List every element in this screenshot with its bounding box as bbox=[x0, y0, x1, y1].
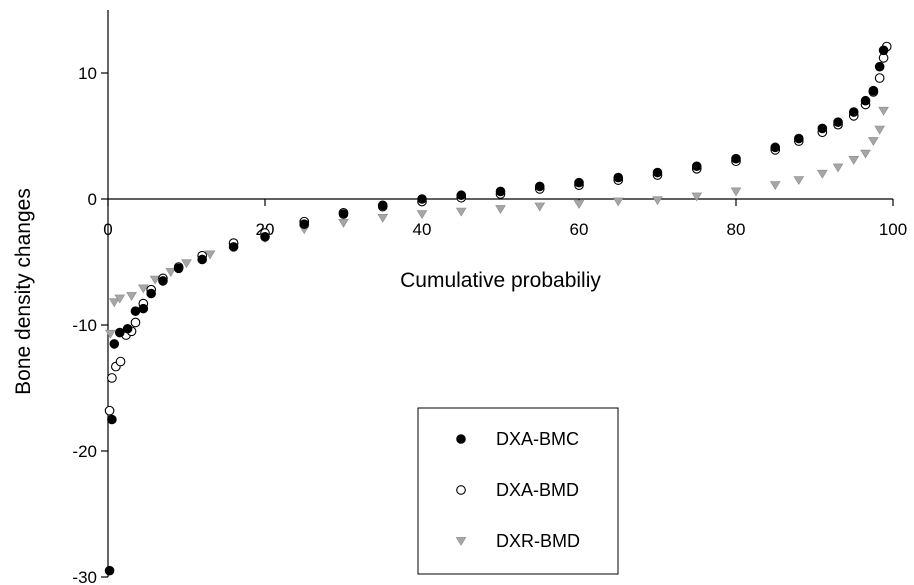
data-point bbox=[115, 356, 126, 367]
data-point bbox=[149, 275, 161, 285]
legend-box bbox=[417, 407, 619, 575]
data-point bbox=[138, 303, 149, 314]
data-point bbox=[126, 292, 137, 301]
data-point bbox=[652, 196, 663, 206]
data-point bbox=[793, 176, 805, 185]
data-point bbox=[338, 209, 349, 219]
data-point bbox=[794, 133, 804, 144]
data-point bbox=[455, 207, 467, 217]
data-point bbox=[868, 137, 879, 146]
data-point bbox=[173, 263, 184, 274]
data-point bbox=[874, 61, 885, 72]
data-point bbox=[416, 210, 428, 220]
data-point bbox=[817, 123, 828, 134]
data-point bbox=[613, 172, 624, 183]
data-point bbox=[848, 107, 859, 117]
data-point bbox=[817, 169, 828, 179]
data-point bbox=[104, 405, 115, 416]
data-point bbox=[105, 329, 116, 339]
legend-label: DXA-BMC bbox=[496, 429, 579, 449]
series-dxa-bmc bbox=[104, 45, 889, 576]
data-point bbox=[612, 197, 624, 207]
x-tick-label: 60 bbox=[570, 220, 589, 239]
data-point bbox=[456, 190, 467, 201]
data-point bbox=[109, 339, 120, 349]
data-point bbox=[130, 306, 141, 316]
y-tick-label: 0 bbox=[88, 190, 97, 209]
data-point bbox=[137, 284, 149, 294]
data-point bbox=[114, 294, 126, 304]
x-tick-label: 100 bbox=[879, 220, 907, 239]
y-tick-label: -20 bbox=[72, 442, 97, 461]
x-tick-label: 0 bbox=[103, 220, 112, 239]
legend-marker bbox=[456, 485, 466, 495]
plot-area bbox=[104, 41, 892, 576]
x-tick-label: 40 bbox=[413, 220, 432, 239]
data-point bbox=[534, 181, 545, 192]
data-point bbox=[769, 181, 781, 191]
data-point bbox=[338, 219, 349, 228]
data-point bbox=[299, 219, 310, 229]
data-point bbox=[574, 177, 584, 188]
data-point bbox=[770, 142, 781, 153]
data-point bbox=[691, 161, 702, 172]
data-point bbox=[204, 250, 216, 260]
data-point bbox=[495, 186, 506, 197]
y-tick-label: -30 bbox=[72, 568, 97, 585]
data-point bbox=[377, 214, 389, 223]
legend-marker bbox=[455, 537, 467, 546]
data-point bbox=[228, 242, 239, 252]
series-dxr-bmd bbox=[105, 106, 889, 339]
data-point bbox=[197, 254, 207, 265]
legend-marker bbox=[456, 434, 466, 444]
data-point bbox=[146, 288, 156, 299]
legend-label: DXA-BMD bbox=[496, 480, 579, 500]
x-axis-label: Cumulative probabiliy bbox=[400, 269, 601, 292]
data-point bbox=[874, 125, 885, 135]
data-point bbox=[573, 200, 585, 209]
data-point bbox=[730, 187, 742, 197]
legend: DXA-BMC DXA-BMD DXR-BMD bbox=[417, 407, 619, 575]
data-point bbox=[691, 192, 703, 202]
y-tick-label: -10 bbox=[72, 316, 97, 335]
y-axis-label: Bone density changes bbox=[12, 188, 35, 395]
data-point bbox=[377, 200, 388, 211]
data-point bbox=[878, 106, 889, 116]
data-point bbox=[108, 298, 120, 308]
series-dxa-bmd bbox=[104, 41, 892, 416]
data-point bbox=[104, 565, 115, 576]
x-tick-label: 80 bbox=[727, 220, 746, 239]
data-point bbox=[860, 95, 871, 106]
data-point bbox=[417, 194, 427, 204]
data-point bbox=[158, 276, 168, 286]
data-point bbox=[652, 167, 663, 178]
data-point bbox=[107, 373, 117, 383]
legend-label: DXR-BMD bbox=[496, 531, 580, 551]
data-point bbox=[107, 414, 117, 425]
y-tick-label: 10 bbox=[78, 64, 97, 83]
data-point bbox=[181, 259, 192, 269]
data-point bbox=[114, 327, 125, 338]
data-point bbox=[731, 153, 741, 164]
data-point bbox=[848, 156, 860, 165]
data-point bbox=[874, 73, 885, 83]
data-point bbox=[534, 202, 546, 212]
data-point bbox=[860, 149, 871, 159]
data-point bbox=[165, 268, 177, 277]
data-point bbox=[868, 85, 879, 96]
data-point bbox=[833, 117, 843, 127]
data-point bbox=[260, 232, 270, 242]
data-point bbox=[122, 323, 133, 334]
data-point bbox=[130, 317, 141, 328]
data-point bbox=[832, 163, 844, 173]
data-point bbox=[878, 45, 889, 56]
data-point bbox=[495, 205, 506, 214]
